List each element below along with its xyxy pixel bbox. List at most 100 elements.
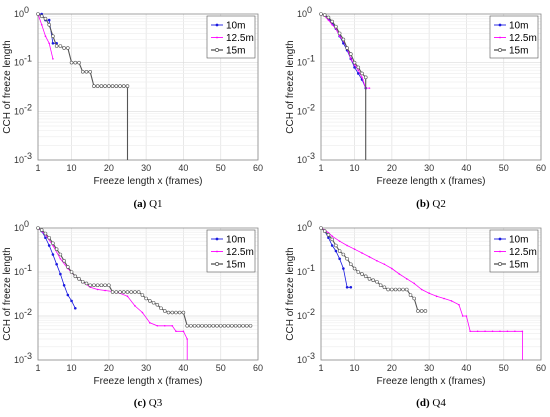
x-tick-label: 10 <box>67 363 77 373</box>
data-point <box>114 290 119 294</box>
data-point <box>99 84 104 88</box>
legend-marker <box>499 36 501 39</box>
x-axis-label: Freeze length x (frames) <box>94 176 203 187</box>
y-tick-label: 10 <box>297 223 307 233</box>
legend-marker <box>216 36 218 39</box>
data-point <box>408 293 413 297</box>
legend-box <box>206 15 256 59</box>
data-point <box>92 283 96 288</box>
y-tick-label: 10 <box>297 58 307 68</box>
data-point <box>330 237 334 242</box>
data-point <box>390 287 394 292</box>
y-tick-exponent: -3 <box>307 351 315 361</box>
data-point <box>378 283 383 288</box>
data-point <box>40 23 43 26</box>
data-point <box>129 290 134 294</box>
data-point <box>52 244 54 247</box>
legend-marker <box>498 23 502 27</box>
data-point <box>171 324 174 327</box>
y-tick-exponent: -1 <box>307 263 315 273</box>
data-point <box>77 277 81 281</box>
data-point <box>77 60 81 65</box>
data-point <box>241 323 245 328</box>
data-point <box>51 34 55 38</box>
x-axis-label: Freeze length x (frames) <box>94 376 203 387</box>
x-tick-label: 40 <box>461 363 471 373</box>
caption-letter: (d) <box>416 397 430 409</box>
data-point <box>345 285 349 289</box>
legend-label: 12.5m <box>226 247 254 258</box>
data-point <box>54 247 59 251</box>
data-point <box>338 240 341 243</box>
data-point <box>196 323 201 328</box>
data-point <box>398 273 401 275</box>
data-point <box>103 84 107 88</box>
data-point <box>215 323 219 328</box>
y-tick-exponent: 0 <box>307 219 312 229</box>
data-point <box>166 310 171 315</box>
data-point <box>341 37 346 42</box>
data-point <box>476 330 479 333</box>
data-point <box>345 46 349 50</box>
data-point <box>383 263 386 266</box>
data-point <box>330 19 334 24</box>
x-tick-label: 50 <box>216 363 226 373</box>
data-point <box>48 42 50 45</box>
data-point <box>43 16 48 21</box>
legend-marker <box>215 48 219 52</box>
series-15m <box>319 12 368 160</box>
legend-label: 10m <box>226 21 245 32</box>
data-point <box>506 330 509 333</box>
data-point <box>226 323 230 328</box>
y-tick-exponent: -2 <box>24 102 32 112</box>
data-point <box>70 299 73 303</box>
data-point <box>386 287 390 292</box>
data-point <box>382 285 387 290</box>
data-point <box>69 60 74 65</box>
data-point <box>175 330 177 333</box>
data-point <box>499 330 501 333</box>
data-point <box>349 52 353 56</box>
x-tick-label: 10 <box>67 163 77 173</box>
data-point <box>59 272 62 276</box>
data-point <box>182 330 185 333</box>
data-point <box>174 310 178 315</box>
x-tick-label: 50 <box>216 163 226 173</box>
series-15m <box>36 12 130 160</box>
legend-label: 15m <box>226 46 245 57</box>
data-point <box>95 84 100 88</box>
data-point <box>443 297 445 300</box>
x-tick-label: 40 <box>461 163 471 173</box>
data-point <box>349 262 353 267</box>
legend-label: 12.5m <box>509 33 537 44</box>
y-tick-exponent: -2 <box>307 307 315 317</box>
data-point <box>368 256 371 258</box>
data-point <box>55 262 58 266</box>
data-point <box>405 278 408 280</box>
data-point <box>341 252 346 257</box>
y-axis-label: CCH of freeze length <box>2 40 13 133</box>
y-tick-exponent: 0 <box>24 5 29 15</box>
x-tick-label: 1 <box>35 363 40 373</box>
data-point <box>84 69 89 74</box>
x-tick-label: 10 <box>350 363 360 373</box>
data-point <box>353 248 356 250</box>
data-point <box>368 87 371 89</box>
x-tick-label: 50 <box>499 163 509 173</box>
legend-label: 10m <box>226 235 245 246</box>
data-point <box>514 330 516 333</box>
x-tick-label: 60 <box>536 163 546 173</box>
y-tick-label: 10 <box>14 311 24 321</box>
legend-marker <box>215 237 219 241</box>
data-point <box>521 330 524 333</box>
data-point <box>99 283 104 288</box>
y-tick-exponent: -2 <box>307 102 315 112</box>
data-point <box>412 296 417 301</box>
y-tick-exponent: 0 <box>307 5 312 15</box>
data-point <box>51 241 55 246</box>
data-point <box>342 267 345 270</box>
y-tick-label: 10 <box>14 58 24 68</box>
